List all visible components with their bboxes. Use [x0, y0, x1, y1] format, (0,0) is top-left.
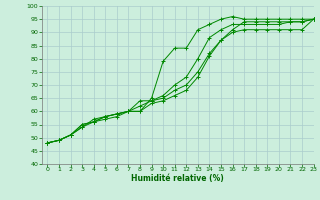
X-axis label: Humidité relative (%): Humidité relative (%): [131, 174, 224, 183]
